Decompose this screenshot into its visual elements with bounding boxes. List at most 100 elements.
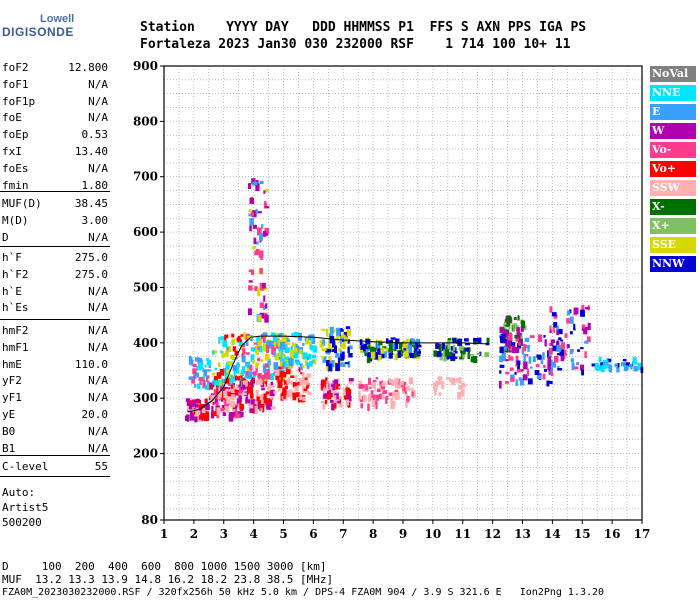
echo-point <box>278 366 282 370</box>
echo-point <box>529 335 535 339</box>
echo-point <box>263 304 266 310</box>
echo-point <box>291 349 295 357</box>
echo-point <box>294 381 300 386</box>
echo-point <box>404 387 407 394</box>
echo-point <box>544 339 547 347</box>
echo-point <box>337 378 340 382</box>
echo-point <box>460 352 463 358</box>
echo-point <box>571 362 575 371</box>
echo-point <box>392 343 395 350</box>
echo-point <box>192 363 197 368</box>
param-name: D <box>2 230 9 244</box>
echo-point <box>513 317 517 321</box>
echo-point <box>191 359 194 367</box>
echo-point <box>458 377 462 384</box>
echo-point <box>390 401 395 410</box>
echo-point <box>192 368 197 375</box>
echo-point <box>305 338 310 344</box>
echo-point <box>504 381 509 384</box>
echo-point <box>262 332 268 336</box>
echo-point <box>558 337 562 341</box>
echo-point <box>210 394 215 403</box>
param-name: MUF(D) <box>2 197 42 210</box>
echo-point <box>259 345 263 353</box>
echo-point <box>322 403 326 410</box>
echo-point <box>275 352 279 361</box>
echo-point <box>224 334 229 339</box>
echo-point <box>561 342 565 350</box>
echo-point <box>359 346 363 354</box>
param-separator <box>0 455 110 456</box>
echo-point <box>194 372 199 378</box>
param-name: hmE <box>2 357 22 371</box>
echo-point <box>249 225 252 232</box>
echo-point <box>242 386 247 390</box>
echo-point <box>252 181 258 186</box>
echo-point <box>197 383 201 389</box>
echo-point <box>331 348 335 352</box>
echo-point <box>245 338 249 347</box>
param-name: fmin <box>2 178 29 192</box>
param-value: 13.40 <box>74 145 108 158</box>
param-row-hmf1: hmF1 N/A <box>2 341 108 355</box>
echo-point <box>270 332 276 337</box>
x-tick-label: 5 <box>279 527 287 541</box>
echo-point <box>504 339 508 344</box>
echo-point <box>264 381 267 385</box>
echo-point <box>263 295 266 302</box>
echo-point <box>265 391 270 395</box>
echo-point <box>192 408 195 413</box>
echo-point <box>255 183 260 192</box>
echo-point <box>188 400 194 407</box>
echo-point <box>382 351 387 358</box>
echo-point <box>437 376 443 381</box>
echo-point <box>230 400 236 408</box>
echo-point <box>343 341 346 349</box>
echo-point <box>223 390 228 399</box>
echo-point <box>319 339 323 344</box>
echo-point <box>188 376 194 380</box>
echo-point <box>329 399 335 403</box>
echo-point <box>366 355 371 364</box>
echo-point <box>238 392 243 395</box>
echo-point <box>247 183 252 190</box>
param-value: N/A <box>88 391 108 405</box>
echo-point <box>348 395 352 402</box>
echo-point <box>556 344 562 352</box>
echo-point <box>411 391 414 397</box>
echo-point <box>392 391 396 398</box>
echo-point <box>299 392 302 401</box>
x-tick-label: 10 <box>425 527 442 541</box>
echo-point <box>519 378 525 386</box>
legend-item-noval: NoVal <box>650 66 696 82</box>
echo-point <box>233 369 236 376</box>
echo-point <box>249 393 254 399</box>
echo-point <box>279 357 284 362</box>
echo-point <box>220 407 225 412</box>
echo-point <box>188 355 191 361</box>
echo-point <box>248 213 252 217</box>
x-tick-label: 8 <box>369 527 377 541</box>
echo-point <box>470 356 474 363</box>
echo-point <box>207 359 212 366</box>
echo-point <box>284 359 290 364</box>
echo-point <box>462 353 465 359</box>
echo-point <box>213 376 219 381</box>
echo-point <box>388 378 393 384</box>
echo-point <box>297 398 303 403</box>
echo-point <box>403 381 407 386</box>
echo-point <box>583 328 588 335</box>
echo-point <box>235 384 239 390</box>
echo-point <box>445 355 450 360</box>
echo-point <box>264 189 269 193</box>
echo-point <box>381 352 385 359</box>
echo-point <box>411 390 416 398</box>
param-row-foe: foE N/A <box>2 111 108 125</box>
echo-point <box>485 342 490 346</box>
echo-point <box>560 354 565 362</box>
param-row-hes: h`Es N/A <box>2 301 108 315</box>
echo-point <box>359 339 363 346</box>
echo-point <box>398 342 402 350</box>
echo-point <box>348 345 353 350</box>
echo-point <box>322 356 327 363</box>
